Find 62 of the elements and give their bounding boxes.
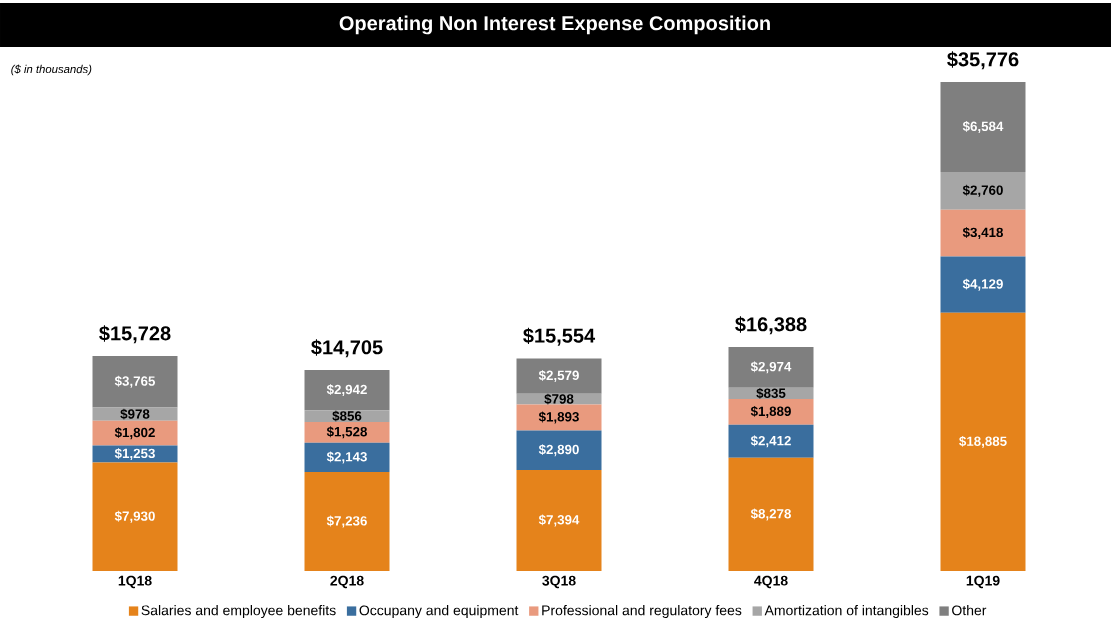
legend-label: Professional and regulatory fees: [542, 605, 742, 619]
data-label: $2,412: [750, 435, 791, 448]
chart-title: Operating Non Interest Expense Composition: [339, 15, 770, 35]
data-label: $4,129: [962, 278, 1003, 291]
total-label: $35,776: [947, 51, 1019, 70]
data-label: $2,760: [962, 184, 1003, 197]
legend-label: Occupany and equipment: [359, 605, 519, 619]
data-label: $1,893: [538, 411, 579, 424]
data-label: $7,394: [538, 514, 580, 527]
data-label: $6,584: [962, 120, 1004, 133]
data-label: $18,885: [959, 435, 1007, 448]
total-label: $15,728: [99, 325, 171, 344]
bar: [92, 462, 178, 571]
bar: [516, 358, 602, 394]
x-tick-label: 1Q19: [966, 575, 1000, 589]
data-label: $3,765: [114, 375, 156, 388]
legend-label: Salaries and employee benefits: [141, 605, 336, 619]
data-label: $1,253: [114, 448, 155, 461]
bar: [304, 369, 390, 411]
data-label: $856: [332, 410, 362, 422]
bar: [728, 424, 814, 458]
bar: [304, 472, 390, 571]
data-label: $7,930: [114, 510, 155, 523]
x-tick-label: 2Q18: [330, 575, 364, 589]
bar: [304, 421, 390, 443]
data-label: $1,889: [750, 405, 791, 418]
x-tick-label: 1Q18: [118, 575, 152, 589]
data-label: $835: [756, 387, 786, 399]
bar: [92, 356, 178, 408]
bar: [940, 171, 1026, 210]
bar: [940, 256, 1026, 313]
bar: [92, 445, 178, 463]
legend-label: Amortization of intangibles: [764, 605, 929, 619]
bar: [728, 399, 814, 425]
total-label: $16,388: [735, 316, 807, 335]
data-label: $1,802: [114, 427, 155, 440]
bar: [728, 346, 814, 388]
data-label: $2,942: [326, 384, 367, 397]
data-label: $978: [120, 408, 150, 420]
bar: [516, 430, 602, 470]
data-label: $2,890: [538, 444, 579, 457]
bar: [92, 407, 178, 421]
data-label: $798: [544, 393, 574, 405]
data-label: $1,528: [326, 426, 367, 439]
data-label: $8,278: [750, 508, 791, 521]
data-label: $2,579: [538, 370, 579, 382]
bar: [728, 457, 814, 571]
data-label: $7,236: [326, 515, 367, 528]
bar: [304, 442, 390, 473]
total-label: $15,554: [523, 327, 596, 346]
x-tick-label: 3Q18: [542, 575, 576, 589]
bar: [516, 469, 602, 571]
bar: [940, 81, 1026, 172]
data-label: $2,143: [326, 451, 367, 464]
bar: [940, 209, 1026, 257]
data-label: $3,418: [962, 227, 1003, 240]
bar: [940, 312, 1026, 571]
data-label: $2,974: [750, 361, 792, 374]
legend-label: Other: [952, 605, 987, 616]
x-tick-label: 4Q18: [754, 575, 788, 589]
text: ($ in thousands): [11, 64, 92, 76]
total-label: $14,705: [311, 339, 383, 358]
